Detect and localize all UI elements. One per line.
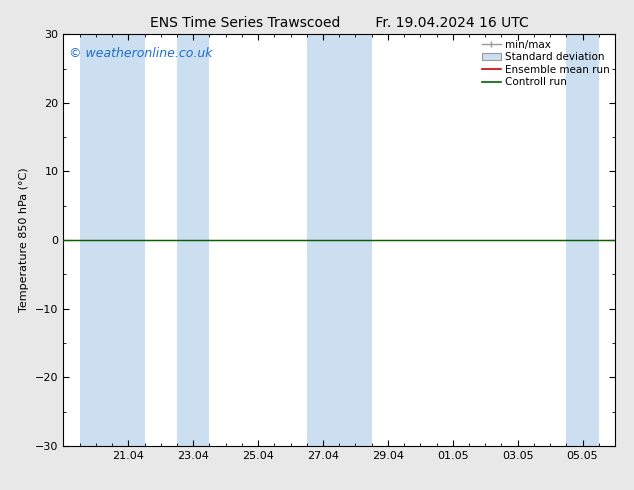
Bar: [307, 34, 372, 446]
Y-axis label: Temperature 850 hPa (°C): Temperature 850 hPa (°C): [20, 168, 30, 313]
Bar: [566, 34, 598, 446]
Title: ENS Time Series Trawscoed        Fr. 19.04.2024 16 UTC: ENS Time Series Trawscoed Fr. 19.04.2024…: [150, 16, 529, 30]
Text: © weatheronline.co.uk: © weatheronline.co.uk: [69, 47, 212, 60]
Bar: [177, 34, 209, 446]
Bar: [80, 34, 145, 446]
Legend: min/max, Standard deviation, Ensemble mean run, Controll run: min/max, Standard deviation, Ensemble me…: [480, 37, 612, 89]
